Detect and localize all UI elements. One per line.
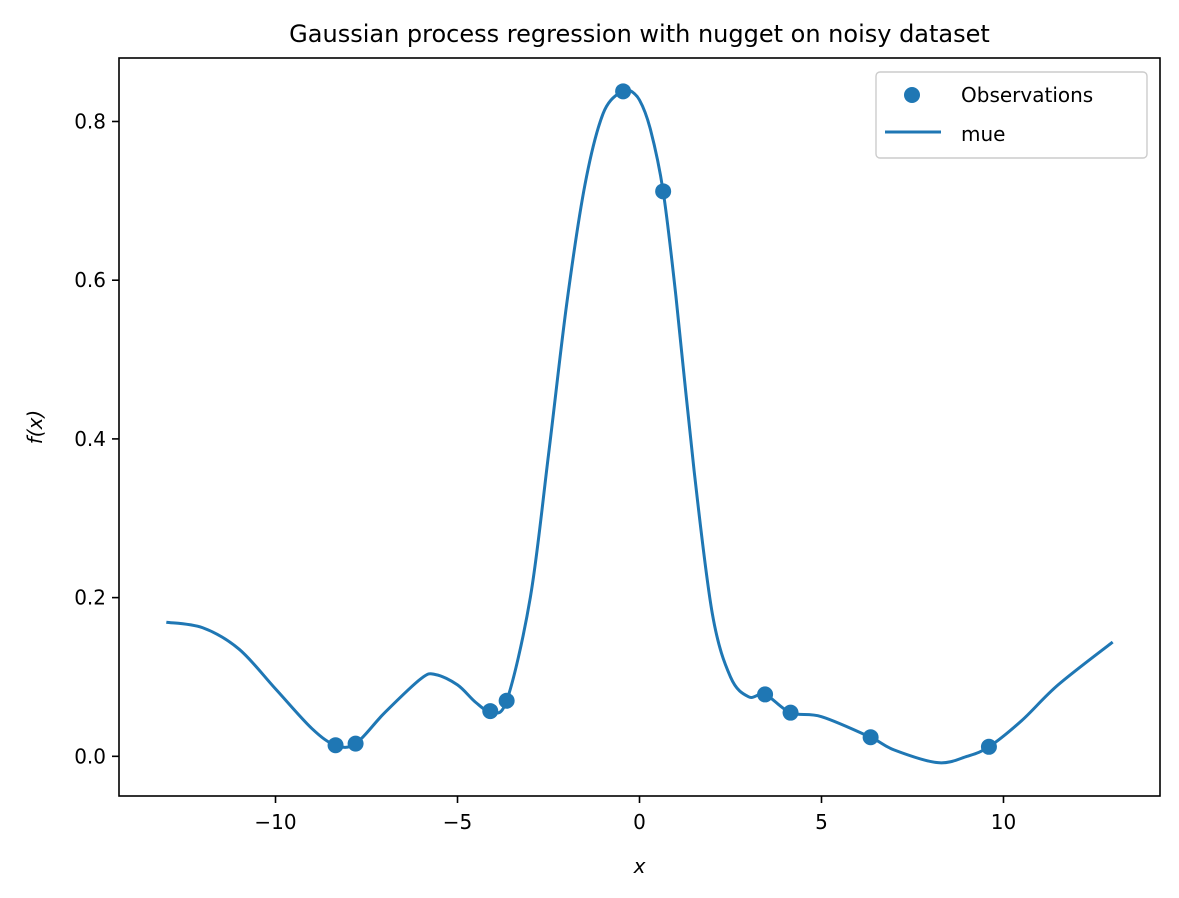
x-tick-label: 10: [991, 810, 1016, 834]
observation-point: [498, 692, 515, 709]
plot-area: [118, 57, 1161, 797]
plot-frame: [118, 57, 1161, 797]
observation-point: [980, 738, 997, 755]
x-tick-label: 5: [815, 810, 828, 834]
observation-point: [782, 704, 799, 721]
x-tick-label: −5: [443, 810, 472, 834]
x-tick-label: 0: [633, 810, 646, 834]
y-tick-label: 0.0: [74, 744, 106, 768]
y-axis-label: f(x): [23, 410, 47, 444]
legend-observations-marker: [904, 87, 920, 103]
y-tick-label: 0.6: [74, 268, 106, 292]
observation-point: [757, 686, 774, 703]
observation-point: [655, 183, 672, 200]
y-tick-label: 0.8: [74, 109, 106, 133]
y-tick-label: 0.2: [74, 586, 106, 610]
observation-point: [615, 83, 632, 100]
legend-box: [875, 71, 1148, 159]
observation-point: [347, 735, 364, 752]
observation-point: [862, 729, 879, 746]
chart-title: Gaussian process regression with nugget …: [289, 20, 990, 48]
x-axis: −10 −5 0 5 10: [254, 796, 1016, 834]
legend-observations-label: Observations: [961, 83, 1093, 107]
x-tick-label: −10: [254, 810, 296, 834]
y-tick-label: 0.4: [74, 427, 106, 451]
observation-point: [482, 703, 499, 720]
x-axis-label: x: [633, 854, 646, 878]
legend-mue-label: mue: [961, 122, 1005, 146]
point-layer: [327, 83, 997, 755]
legend: Observations mue: [875, 71, 1148, 159]
observation-point: [327, 737, 344, 754]
y-axis: 0.0 0.2 0.4 0.6 0.8: [74, 109, 119, 768]
